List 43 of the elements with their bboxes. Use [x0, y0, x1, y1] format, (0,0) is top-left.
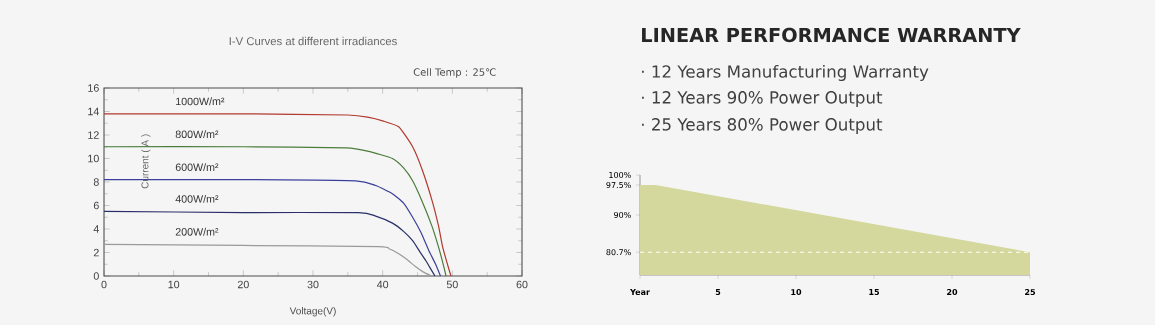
line-series: [103, 243, 433, 277]
x-tick-label: 50: [446, 280, 458, 289]
x-tick-label: 5: [715, 289, 721, 295]
y-tick-label: 2: [93, 248, 99, 257]
y-tick-label: 8: [93, 178, 99, 186]
x-tick-label: 40: [376, 280, 389, 289]
text: Cell Temp : 25℃: [413, 68, 496, 78]
x-tick-label: 10: [791, 289, 802, 296]
series-label: 1000W/m²: [176, 97, 225, 106]
x-tick-label: 25: [1025, 289, 1036, 296]
chart-title: LINEAR PERFORMANCE WARRANTY: [642, 27, 1021, 43]
chart-title: I-V Curves at different irradiances: [229, 36, 397, 46]
y-tick-label: 10: [88, 154, 99, 163]
y-axis-title: Current ( A ): [141, 134, 151, 189]
y-tick-label: 4: [93, 225, 99, 233]
y-tick-label: 6: [93, 201, 99, 210]
x-tick-label: 15: [869, 289, 880, 295]
x-tick-label: 30: [307, 280, 319, 289]
line-series: [103, 113, 452, 277]
x-tick-label: 0: [101, 280, 107, 289]
y-tick-label: 0: [93, 272, 99, 280]
line-series: [103, 146, 447, 277]
y-tick-label: 16: [88, 84, 99, 92]
y-tick-label: 90%: [614, 211, 631, 219]
text: · 12 Years Manufacturing Warranty: [642, 64, 929, 82]
series-label: 400W/m²: [175, 194, 219, 203]
y-tick-label: 97.5%: [606, 181, 631, 189]
x-tick-label: Year: [630, 289, 650, 295]
y-tick-label: 80.7%: [606, 249, 631, 256]
x-tick-label: 20: [237, 280, 249, 289]
series-label: 600W/m²: [175, 163, 219, 171]
y-tick-label: 12: [88, 131, 99, 139]
text: · 12 Years 90% Power Output: [642, 91, 883, 107]
y-tick-label: 100%: [609, 171, 631, 179]
line-series: [103, 210, 436, 277]
text: · 25 Years 80% Power Output: [642, 118, 883, 134]
x-axis-title: Voltage(V): [289, 307, 336, 317]
series-label: 800W/m²: [175, 130, 219, 139]
y-tick-label: 14: [88, 107, 99, 116]
series-label: 200W/m²: [175, 227, 219, 236]
x-tick-label: 60: [516, 280, 528, 289]
x-tick-label: 10: [168, 280, 180, 289]
x-tick-label: 20: [947, 289, 958, 296]
